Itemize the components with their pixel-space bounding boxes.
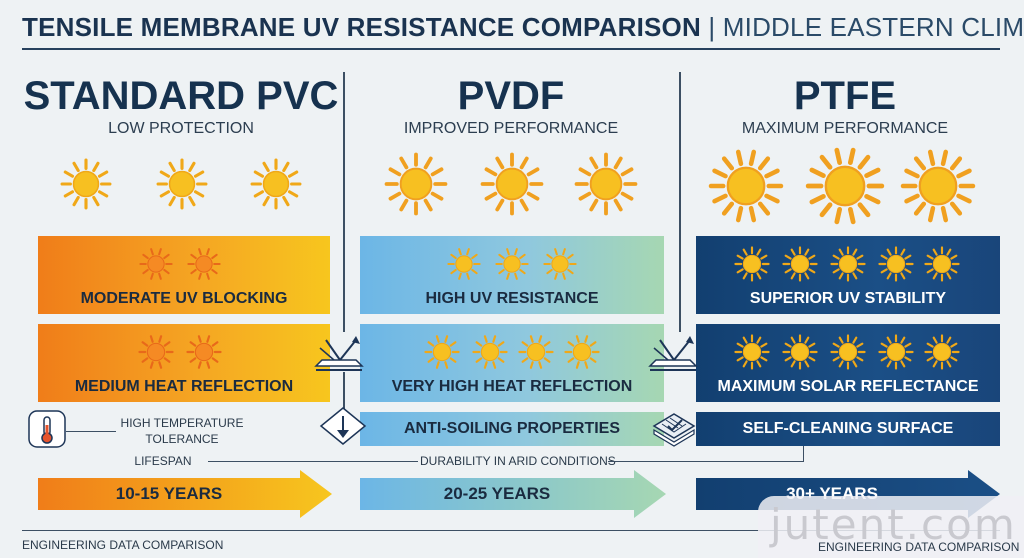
sun-icon xyxy=(734,334,770,370)
sun-icon xyxy=(782,246,818,282)
footer-right: ENGINEERING DATA COMPARISON xyxy=(818,540,1020,554)
column-tagline-ptfe: MAXIMUM PERFORMANCE xyxy=(741,120,949,137)
sun-icon xyxy=(830,334,866,370)
sun-icon xyxy=(878,334,914,370)
sun-icon xyxy=(805,146,885,226)
title-subtitle: MIDDLE EASTERN CLIMATE xyxy=(722,12,1024,42)
lifespan-line-tick xyxy=(803,446,804,462)
page-title: TENSILE MEMBRANE UV RESISTANCE COMPARISO… xyxy=(22,12,1024,43)
band-heat-label-pvdf: VERY HIGH HEAT REFLECTION xyxy=(391,378,633,395)
column-tagline-pvc: LOW PROTECTION xyxy=(108,120,254,137)
sun-icon xyxy=(900,148,976,224)
temp-leader-line xyxy=(66,431,116,432)
sun-icon xyxy=(138,334,174,370)
temp-tolerance-line2: TOLERANCE xyxy=(145,432,219,446)
sun-icon xyxy=(708,148,784,224)
band-soiling-label-ptfe: SELF-CLEANING SURFACE xyxy=(742,420,954,437)
reflection-icon xyxy=(646,334,700,374)
sun-icon xyxy=(574,152,638,216)
band-soiling-label-pvdf: ANTI-SOILING PROPERTIES xyxy=(403,420,620,437)
sun-icon xyxy=(734,246,770,282)
column-title-ptfe: PTFE xyxy=(793,74,897,118)
band-uv-label-ptfe: SUPERIOR UV STABILITY xyxy=(749,290,947,307)
sun-icon xyxy=(924,334,960,370)
column-divider-1 xyxy=(343,72,345,332)
watermark-panel xyxy=(758,496,1024,558)
sun-icon xyxy=(830,246,866,282)
band-uv-label-pvc: MODERATE UV BLOCKING xyxy=(80,290,288,307)
lifespan-line-right xyxy=(608,461,804,462)
sun-icon xyxy=(447,247,481,281)
band-uv-pvc: MODERATE UV BLOCKING xyxy=(38,236,330,314)
header-rule xyxy=(22,48,1000,50)
band-heat-pvc: MEDIUM HEAT REFLECTION xyxy=(38,324,330,402)
lifespan-label: LIFESPAN xyxy=(134,454,192,468)
band-uv-label-pvdf: HIGH UV RESISTANCE xyxy=(425,290,599,307)
watermark: jutent.com xyxy=(770,500,1017,549)
sun-icon xyxy=(424,334,460,370)
sun-icon xyxy=(187,247,221,281)
column-title-pvc: STANDARD PVC xyxy=(23,74,339,118)
band-soiling-pvdf: ANTI-SOILING PROPERTIES xyxy=(360,412,664,446)
sun-icon xyxy=(480,152,544,216)
sun-icon xyxy=(878,246,914,282)
sun-icon xyxy=(139,247,173,281)
band-heat-label-pvc: MEDIUM HEAT REFLECTION xyxy=(74,378,294,395)
durability-label: DURABILITY IN ARID CONDITIONS xyxy=(420,454,616,468)
sun-icon xyxy=(543,247,577,281)
band-soiling-ptfe: SELF-CLEANING SURFACE xyxy=(696,412,1000,446)
membrane-texture-icon xyxy=(652,412,696,448)
lifespan-value-pvdf: 20-25 YEARS xyxy=(443,484,551,503)
sun-icon xyxy=(250,158,302,210)
band-heat-label-ptfe: MAXIMUM SOLAR REFLECTANCE xyxy=(717,378,979,395)
thermometer-icon xyxy=(28,410,66,448)
reflection-icon xyxy=(312,334,366,374)
footer-left: ENGINEERING DATA COMPARISON xyxy=(22,538,224,552)
column-tagline-pvdf: IMPROVED PERFORMANCE xyxy=(403,120,619,137)
sun-icon xyxy=(518,334,554,370)
lifespan-value-pvc: 10-15 YEARS xyxy=(115,484,223,503)
temp-tolerance-line1: HIGH TEMPERATURE xyxy=(120,416,244,430)
sun-icon xyxy=(60,158,112,210)
title-separator: | xyxy=(708,12,716,42)
sun-icon xyxy=(384,152,448,216)
footer-rule xyxy=(22,530,1000,531)
sun-icon xyxy=(924,246,960,282)
lifespan-line-left xyxy=(208,461,418,462)
sun-icon xyxy=(472,334,508,370)
sun-icon xyxy=(495,247,529,281)
band-uv-pvdf: HIGH UV RESISTANCE xyxy=(360,236,664,314)
title-main: TENSILE MEMBRANE UV RESISTANCE COMPARISO… xyxy=(22,12,701,42)
lifespan-arrow-pvc xyxy=(38,470,332,518)
sun-icon xyxy=(564,334,600,370)
down-arrow-icon xyxy=(318,406,368,446)
column-title-pvdf: PVDF xyxy=(457,74,565,118)
lifespan-arrow-pvdf xyxy=(360,470,666,518)
sun-icon xyxy=(156,158,208,210)
sun-icon xyxy=(782,334,818,370)
column-divider-2 xyxy=(679,72,681,332)
column-divider-1b xyxy=(343,372,345,414)
sun-icon xyxy=(186,334,222,370)
band-heat-pvdf: VERY HIGH HEAT REFLECTION xyxy=(360,324,664,402)
